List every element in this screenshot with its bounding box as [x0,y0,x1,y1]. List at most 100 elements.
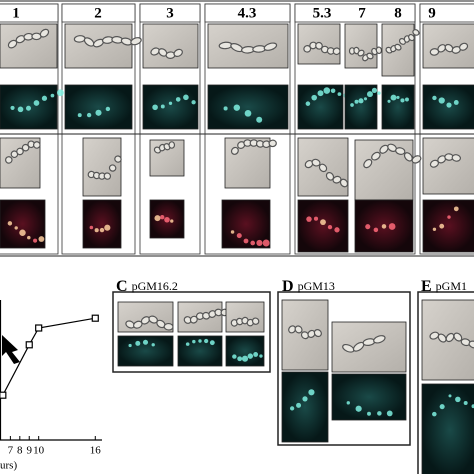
micrograph [0,23,58,69]
image-frame [64,84,133,130]
spot [233,104,241,111]
spot [327,224,333,230]
spot [390,94,397,101]
panel-frame [277,291,411,446]
x-tick-label: 10 [33,445,45,457]
micrograph [0,84,64,130]
spot [308,389,315,396]
cell [408,33,415,42]
cell [451,154,462,162]
panel-frame [112,291,271,373]
column-header [61,3,136,23]
growth-chart: 7 8 9 10 16 urs) [0,300,102,472]
spot [306,216,312,222]
spot [241,355,249,362]
spot [365,224,371,230]
column-label: 7 [358,5,366,21]
spot [27,235,31,240]
column-header [204,3,291,23]
panel-label: C pGM16.2 [116,278,178,295]
spot [377,91,381,95]
cell [163,322,174,331]
micrograph [207,23,289,69]
spot [387,99,391,103]
x-tick-label: 16 [90,445,102,457]
spot [247,353,254,359]
image-frame [142,84,199,130]
cell [173,48,183,58]
spot [154,215,161,222]
micrograph [297,137,349,197]
cell [5,156,13,164]
spot [400,98,405,103]
column-label: 5.3 [313,5,332,21]
spot [175,97,181,102]
micrograph [225,335,265,367]
cell [108,164,117,172]
cell [268,139,277,148]
micrograph [354,199,414,253]
panel-label: E pGM1 [421,278,467,295]
spot [354,99,359,104]
cell [332,175,342,184]
cell [311,158,321,167]
spot [320,219,326,226]
cell [114,155,122,163]
spot [204,338,209,344]
spot [439,223,445,229]
spot [262,239,270,247]
cell [373,335,386,344]
spot [358,98,364,104]
spot [334,227,340,233]
spot [142,339,149,345]
cell [39,28,50,38]
cell [309,41,318,50]
micrograph [82,137,122,197]
cell [32,141,41,149]
spot [311,94,318,101]
panel-letter: D [282,278,294,295]
spot [152,104,158,111]
cell [412,29,420,36]
cell [263,42,278,51]
micrograph [331,321,407,373]
cell [230,146,239,155]
spot [453,100,459,105]
data-point [0,391,7,399]
panel-frame [417,291,474,474]
spot [38,236,45,242]
cell [294,325,303,334]
spot [367,411,371,416]
cell [168,141,176,149]
micrograph [381,84,415,130]
spot [33,100,40,106]
micrograph [82,199,122,249]
spot [128,343,132,348]
spot [77,113,82,118]
cell [437,44,447,53]
spot [95,109,102,116]
spot [86,112,92,118]
spot [236,233,242,239]
spot [439,404,445,410]
spot [160,104,165,109]
x-tick-label: 8 [17,445,23,457]
spot [17,106,24,113]
spot [223,106,228,111]
micrograph [381,23,420,77]
image-frame [281,371,329,443]
spot [366,91,373,98]
x-tick-label: 7 [8,445,14,457]
spot [471,404,474,409]
spot [7,221,13,226]
arrow [2,335,20,364]
spot [183,94,189,101]
spot [94,228,99,233]
cell [375,46,383,55]
micrograph [354,139,422,201]
cell [437,333,447,343]
cell [325,172,335,181]
data-line [2,317,96,396]
micrograph [117,335,174,367]
